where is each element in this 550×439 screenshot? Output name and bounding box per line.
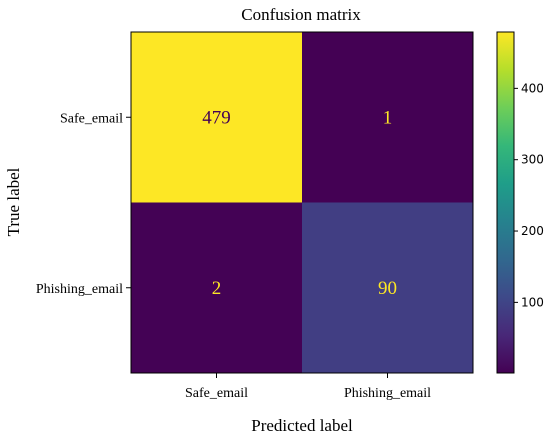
y-tick-label: Phishing_email <box>36 282 123 297</box>
x-axis-ticks: Safe_email Phishing_email <box>185 373 431 401</box>
plot-frame <box>130 31 474 374</box>
heatmap-cell <box>302 32 474 203</box>
cell-value-label: 90 <box>378 278 397 299</box>
colorbar-tick-label: 100 <box>521 295 544 309</box>
y-tick-label: Safe_email <box>60 111 123 126</box>
heatmap-cells <box>131 32 474 374</box>
x-axis-label: Predicted label <box>251 416 353 435</box>
cell-value-label: 2 <box>212 278 222 299</box>
heatmap-cell <box>131 32 303 203</box>
colorbar-tick-label: 400 <box>521 81 544 95</box>
cell-value-label: 479 <box>202 107 231 128</box>
heatmap-cell-labels: 479 1 2 90 <box>202 107 397 299</box>
x-tick-label: Phishing_email <box>344 386 431 401</box>
y-axis-label: True label <box>4 167 23 236</box>
x-tick-label: Safe_email <box>185 386 248 401</box>
y-axis-ticks: Safe_email Phishing_email <box>36 111 131 297</box>
cell-value-label: 1 <box>383 107 393 128</box>
colorbar <box>496 31 515 374</box>
colorbar-tick-label: 200 <box>521 224 544 238</box>
heatmap-cell <box>131 202 303 374</box>
heatmap-cell <box>302 202 474 374</box>
colorbar-ticks: 100 200 300 400 <box>514 81 544 309</box>
chart-title: Confusion matrix <box>241 5 361 24</box>
colorbar-tick-label: 300 <box>521 153 544 167</box>
